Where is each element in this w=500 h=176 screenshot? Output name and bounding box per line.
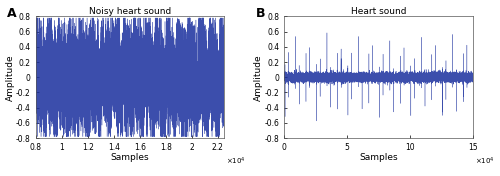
Text: B: B	[256, 7, 266, 20]
Title: Noisy heart sound: Noisy heart sound	[89, 7, 171, 16]
Y-axis label: Amplitude: Amplitude	[254, 54, 263, 100]
X-axis label: Samples: Samples	[110, 153, 150, 162]
Title: Heart sound: Heart sound	[351, 7, 406, 16]
Text: $\times10^4$: $\times10^4$	[475, 156, 494, 167]
Text: A: A	[8, 7, 17, 20]
Text: $\times10^4$: $\times10^4$	[226, 156, 246, 167]
X-axis label: Samples: Samples	[360, 153, 398, 162]
Y-axis label: Amplitude: Amplitude	[6, 54, 15, 100]
